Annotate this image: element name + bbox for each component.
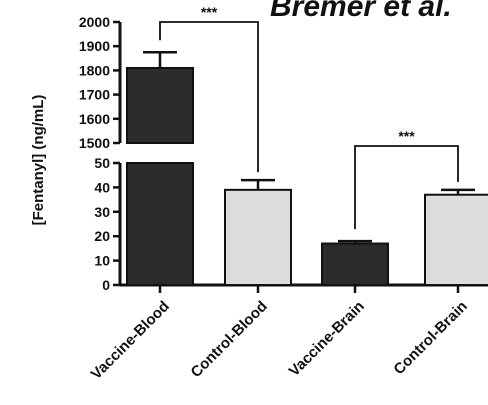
chart-title: Bremer et al. (270, 0, 452, 23)
significance-annotations: *** *** (159, 4, 459, 230)
y-tick-label: 50 (94, 155, 110, 171)
y-tick-label: 2000 (79, 14, 110, 30)
bar (321, 242, 389, 287)
y-tick-label: 1600 (79, 111, 110, 127)
significance-label: *** (398, 128, 415, 144)
y-tick-label: 10 (94, 253, 110, 269)
y-tick-label: 20 (94, 228, 110, 244)
bar (424, 193, 488, 286)
y-tick-label: 1900 (79, 38, 110, 54)
y-tick-label: 0 (102, 277, 110, 293)
x-tick-label: Vaccine-Blood (88, 298, 173, 383)
x-tick-label: Control-Blood (188, 298, 271, 381)
significance-label: *** (201, 4, 218, 20)
significance-bracket (159, 21, 259, 173)
bar (126, 66, 194, 144)
y-tick-label: 1700 (79, 87, 110, 103)
y-tick-label: 30 (94, 204, 110, 220)
x-tick-label: Control-Brain (390, 298, 470, 378)
bar (224, 188, 292, 286)
y-tick-label: 1500 (79, 135, 110, 151)
bars (126, 51, 488, 287)
y-tick-label: 40 (94, 179, 110, 195)
x-tick-label: Vaccine-Brain (286, 298, 368, 380)
bar (126, 162, 194, 286)
significance-bracket (354, 145, 459, 230)
y-tick-label: 1800 (79, 62, 110, 78)
y-axis-label: [Fentanyl] (ng/mL) (30, 95, 47, 226)
